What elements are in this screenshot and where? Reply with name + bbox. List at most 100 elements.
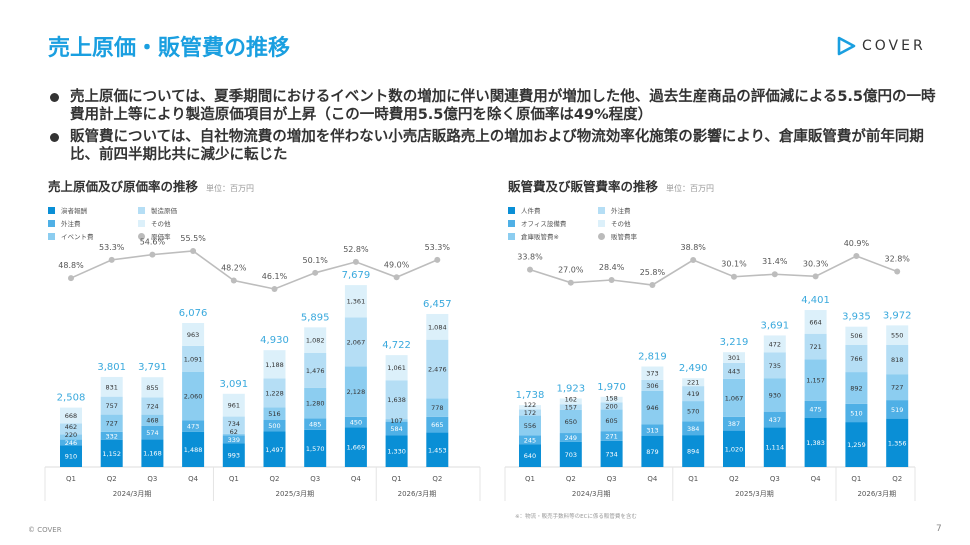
bar-segment-2 (304, 387, 327, 419)
x-tick-label: Q4 (811, 475, 822, 483)
rate-label: 50.1% (302, 256, 328, 265)
rate-point (853, 253, 860, 259)
bar-total-label: 1,970 (597, 382, 626, 393)
rate-point (352, 258, 359, 265)
bar-segment-1 (60, 439, 82, 446)
bar-segment-label: 475 (809, 406, 821, 414)
bar-segment-2 (763, 378, 786, 412)
bar-segment-label: 734 (605, 450, 617, 458)
bar-segment-3 (641, 379, 664, 391)
bar-segment-1 (263, 419, 286, 432)
bar-segment-label: 818 (891, 356, 903, 364)
bar-segment-label: 778 (431, 404, 443, 412)
bar-segment-3 (426, 339, 449, 399)
bar-segment-label: 162 (565, 396, 577, 404)
bar-segment-0 (886, 418, 909, 467)
legend-label: 外注費 (611, 207, 631, 215)
bar-segment-label: 220 (65, 431, 77, 439)
bar-segment-label: 993 (228, 452, 240, 460)
legend-item: 外注費 (598, 205, 688, 215)
logo-text: COVER (862, 38, 926, 54)
legend-item: その他 (598, 218, 688, 228)
bar-segment-4 (141, 377, 164, 398)
bar-segment-label: 450 (350, 419, 362, 427)
bar-total-label: 3,691 (760, 320, 789, 331)
bar-segment-label: 1,488 (184, 446, 203, 454)
bar-segment-3 (886, 344, 909, 375)
bar-segment-label: 721 (809, 343, 821, 351)
x-tick-label: Q3 (607, 475, 617, 483)
legend-label: 製造原価 (151, 207, 177, 215)
bar-segment-label: 735 (769, 362, 781, 370)
bar-segment-label: 519 (891, 406, 903, 414)
bar-segment-2 (641, 390, 664, 425)
x-tick-label: Q2 (566, 475, 576, 483)
bar-segment-0 (641, 435, 664, 467)
rate-point (230, 277, 237, 284)
bar-segment-0 (60, 445, 82, 467)
rate-label: 52.8% (343, 245, 369, 254)
bar-segment-label: 1,091 (184, 355, 203, 363)
x-tick-label: Q4 (188, 475, 199, 483)
bar-segment-label: 664 (809, 318, 821, 326)
bar-segment-label: 1,383 (806, 439, 825, 447)
bar-segment-label: 1,157 (806, 377, 825, 385)
chart-title-sga: 販管費及び販管費率の推移 単位：百万円 (508, 176, 714, 195)
bar-segment-1 (600, 431, 623, 441)
bar-segment-4 (60, 407, 82, 424)
bar-segment-label: 892 (850, 384, 862, 392)
bar-segment-2 (845, 372, 868, 404)
bar-total-label: 4,930 (260, 335, 289, 346)
bar-segment-label: 766 (850, 355, 862, 363)
x-tick-label: Q1 (688, 475, 698, 483)
legend-label: イベント費 (61, 233, 94, 241)
bar-segment-label: 650 (565, 418, 577, 426)
bar-total-label: 6,457 (423, 299, 452, 310)
rate-label: 25.8% (640, 268, 666, 277)
bar-segment-0 (723, 430, 745, 467)
bar-segment-label: 550 (891, 332, 903, 340)
bar-segment-label: 122 (524, 401, 536, 409)
bar-segment-2 (141, 414, 164, 426)
bar-segment-label: 665 (431, 421, 443, 429)
legend-cost: 演者報酬 製造原価 外注費 その他 イベント費 原価率 (48, 205, 228, 241)
legend-swatch (508, 206, 515, 214)
bar-segment-4 (763, 335, 786, 353)
legend-item: オフィス設備費 (508, 218, 598, 228)
bar-total-label: 7,679 (342, 270, 371, 281)
bar-segment-label: 62 (230, 428, 238, 436)
bar-segment-0 (559, 441, 582, 467)
legend-swatch (48, 219, 55, 227)
bar-segment-label: 570 (687, 408, 699, 416)
x-tick-label: Q3 (770, 475, 780, 483)
bar-segment-0 (304, 429, 327, 467)
bar-segment-label: 2,128 (347, 388, 366, 396)
bar-segment-label: 249 (565, 434, 577, 442)
legend-dot (598, 232, 605, 240)
legend-label: 人件費 (521, 207, 541, 215)
bar-segment-4 (263, 350, 286, 379)
bar-segment-0 (100, 439, 123, 467)
bar-segment-label: 1,280 (306, 400, 325, 408)
bar-segment-label: 313 (646, 427, 658, 435)
bar-segment-4 (559, 398, 582, 405)
bar-segment-0 (426, 432, 449, 467)
bar-segment-1 (845, 403, 868, 423)
bar-segment-1 (723, 416, 745, 431)
bar-segment-label: 855 (146, 384, 158, 392)
bar-segment-label: 879 (646, 448, 658, 456)
bar-segment-label: 245 (524, 436, 536, 444)
bar-total-label: 3,935 (842, 312, 871, 323)
bar-segment-2 (222, 433, 245, 436)
bar-segment-0 (845, 422, 868, 467)
rate-label: 49.0% (384, 260, 410, 269)
bar-total-label: 3,091 (219, 379, 248, 390)
bar-segment-1 (886, 400, 909, 419)
bar-segment-label: 1,114 (765, 444, 784, 452)
rate-point (190, 248, 197, 254)
x-tick-label: Q2 (270, 475, 280, 483)
bar-segment-3 (60, 423, 82, 435)
bar-segment-label: 963 (187, 331, 199, 339)
